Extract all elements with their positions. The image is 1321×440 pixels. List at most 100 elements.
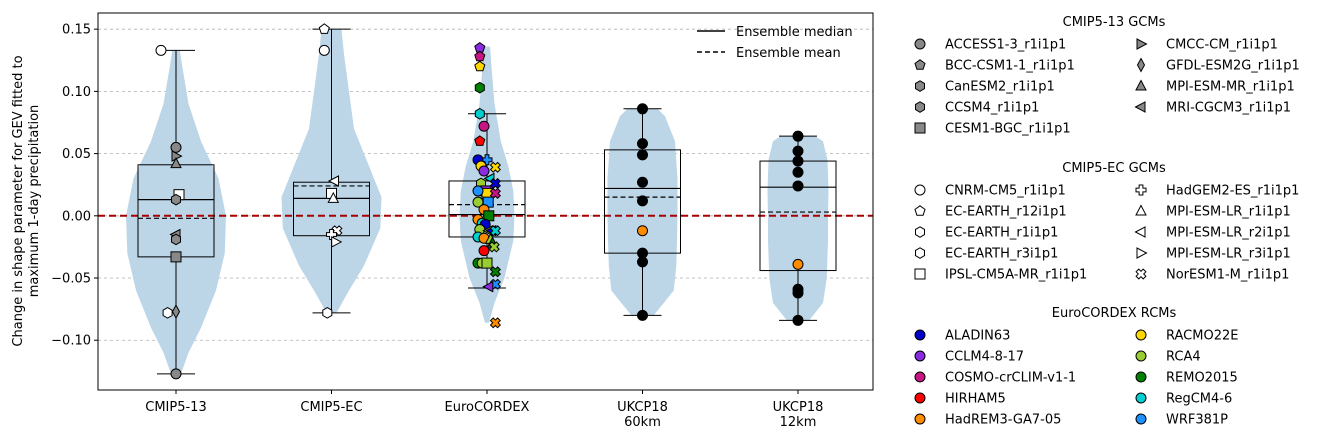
- legend-title: CMIP5-EC GCMs: [1062, 161, 1166, 176]
- data-point: [331, 236, 343, 248]
- data-point: [489, 266, 502, 278]
- legend-marker: [914, 413, 926, 425]
- legend-marker: [1136, 38, 1148, 50]
- data-point: [474, 50, 486, 62]
- data-point: [792, 258, 804, 270]
- data-point: [637, 103, 648, 115]
- data-point: [792, 155, 804, 167]
- data-point: [472, 196, 484, 208]
- data-point: [489, 225, 502, 237]
- y-tick-label: 0.00: [62, 209, 91, 224]
- x-tick-label: UKCP18: [773, 400, 824, 415]
- data-point: [792, 145, 804, 157]
- data-point: [162, 307, 173, 319]
- legend-label: HIRHAM5: [945, 392, 1006, 407]
- data-point: [171, 193, 181, 206]
- legend-label: EC-EARTH_r1i1p1: [945, 226, 1058, 241]
- legend-label: GFDL-ESM2G_r1i1p1: [1166, 59, 1300, 74]
- legend-label: EC-EARTH_r12i1p1: [945, 205, 1067, 220]
- data-point: [170, 368, 182, 380]
- data-point: [637, 256, 648, 268]
- legend-label: CNRM-CM5_r1i1p1: [945, 184, 1066, 199]
- legend-label: MRI-CGCM3_r1i1p1: [1166, 101, 1291, 116]
- legend-marker: [1134, 101, 1146, 113]
- x-tick-label: EuroCORDEX: [445, 400, 530, 415]
- legend-marker: [1136, 57, 1146, 73]
- data-point: [327, 191, 340, 203]
- violin-shape: [126, 50, 226, 374]
- legend-marker: [915, 101, 925, 113]
- legend-label: MPI-ESM-LR_r1i1p1: [1166, 205, 1291, 220]
- legend-label: IPSL-CM5A-MR_r1i1p1: [945, 268, 1087, 283]
- legend-marker: [914, 184, 926, 196]
- legend-marker: [1135, 350, 1147, 362]
- x-axis-ticks: CMIP5-13 CMIP5-EC EuroCORDEX UKCP1860kmUKCP…: [145, 390, 823, 430]
- legend-marker: [914, 205, 926, 216]
- legend-marker: [914, 38, 926, 50]
- data-point: [170, 251, 182, 263]
- data-point: [155, 44, 167, 56]
- legend-label: CCSM4_r1i1p1: [945, 101, 1039, 116]
- data-point: [481, 257, 493, 269]
- legend-label: MPI-ESM-MR_r1i1p1: [1166, 80, 1295, 95]
- data-point: [792, 314, 804, 326]
- model-legends: CMIP5-13 GCMs ACCESS1-3_r1i1p1 BCC-CSM1-1_…: [914, 15, 1300, 428]
- plot-frame: [97, 12, 874, 391]
- data-point: [478, 245, 490, 257]
- data-point: [474, 107, 485, 120]
- legend-marker: [1135, 371, 1147, 383]
- data-point: [474, 41, 486, 53]
- data-point: [474, 81, 485, 94]
- data-point: [637, 138, 648, 150]
- data-point: [637, 309, 648, 321]
- data-point: [482, 280, 494, 293]
- legend-marker: [1134, 226, 1146, 238]
- data-point: [318, 44, 330, 56]
- y-tick-label: 0.10: [62, 85, 91, 100]
- legend-marker: [1135, 79, 1147, 91]
- legend-mean-label: Ensemble mean: [736, 46, 841, 61]
- y-tick-label: −0.10: [51, 334, 91, 349]
- data-point: [489, 317, 502, 329]
- data-point: [489, 161, 502, 173]
- legend-label: HadREM3-GA7-05: [945, 413, 1061, 428]
- legend-title: EuroCORDEX RCMs: [1052, 306, 1177, 321]
- legend-marker: [915, 80, 925, 92]
- legend-marker: [914, 392, 926, 404]
- legend-marker: [914, 350, 926, 362]
- legend-label: CESM1-BGC_r1i1p1: [945, 122, 1071, 137]
- legend-marker: [915, 226, 925, 238]
- data-point: [474, 60, 486, 72]
- y-tick-label: 0.15: [62, 23, 91, 38]
- x-tick-label: 60km: [624, 415, 661, 430]
- legend-label: CanESM2_r1i1p1: [945, 80, 1055, 95]
- y-axis-label-line-1: Change in shape parameter for GEV fitted…: [11, 55, 26, 346]
- data-point: [792, 166, 804, 178]
- violin-shape: [767, 136, 829, 321]
- violin-shape: [459, 46, 515, 323]
- data-point: [322, 307, 333, 319]
- legend-marker: [915, 247, 925, 259]
- legend-marker: [1135, 204, 1147, 216]
- violin-shape: [607, 108, 678, 316]
- legend-marker: [1135, 329, 1147, 341]
- data-point: [170, 157, 182, 169]
- legend-marker: [914, 329, 926, 341]
- x-tick-label: CMIP5-EC: [300, 400, 362, 415]
- legend-label: ALADIN63: [945, 329, 1010, 344]
- y-axis-label-line-2: maximum 1-day precipitation: [27, 105, 42, 298]
- legend-marker: [1136, 247, 1148, 259]
- legend-title: CMIP5-13 GCMs: [1063, 15, 1166, 30]
- legend-label: CMCC-CM_r1i1p1: [1166, 38, 1278, 53]
- data-point: [171, 304, 181, 320]
- data-points: [155, 23, 804, 380]
- data-point: [792, 130, 804, 142]
- legend-median-label: Ensemble median: [736, 25, 853, 40]
- legend-marker: [1135, 184, 1147, 196]
- data-point: [478, 165, 490, 177]
- legend-label: REMO2015: [1166, 371, 1238, 386]
- data-point: [637, 225, 648, 237]
- data-point: [488, 241, 500, 253]
- legend-label: NorESM1-M_r1i1p1: [1166, 268, 1289, 283]
